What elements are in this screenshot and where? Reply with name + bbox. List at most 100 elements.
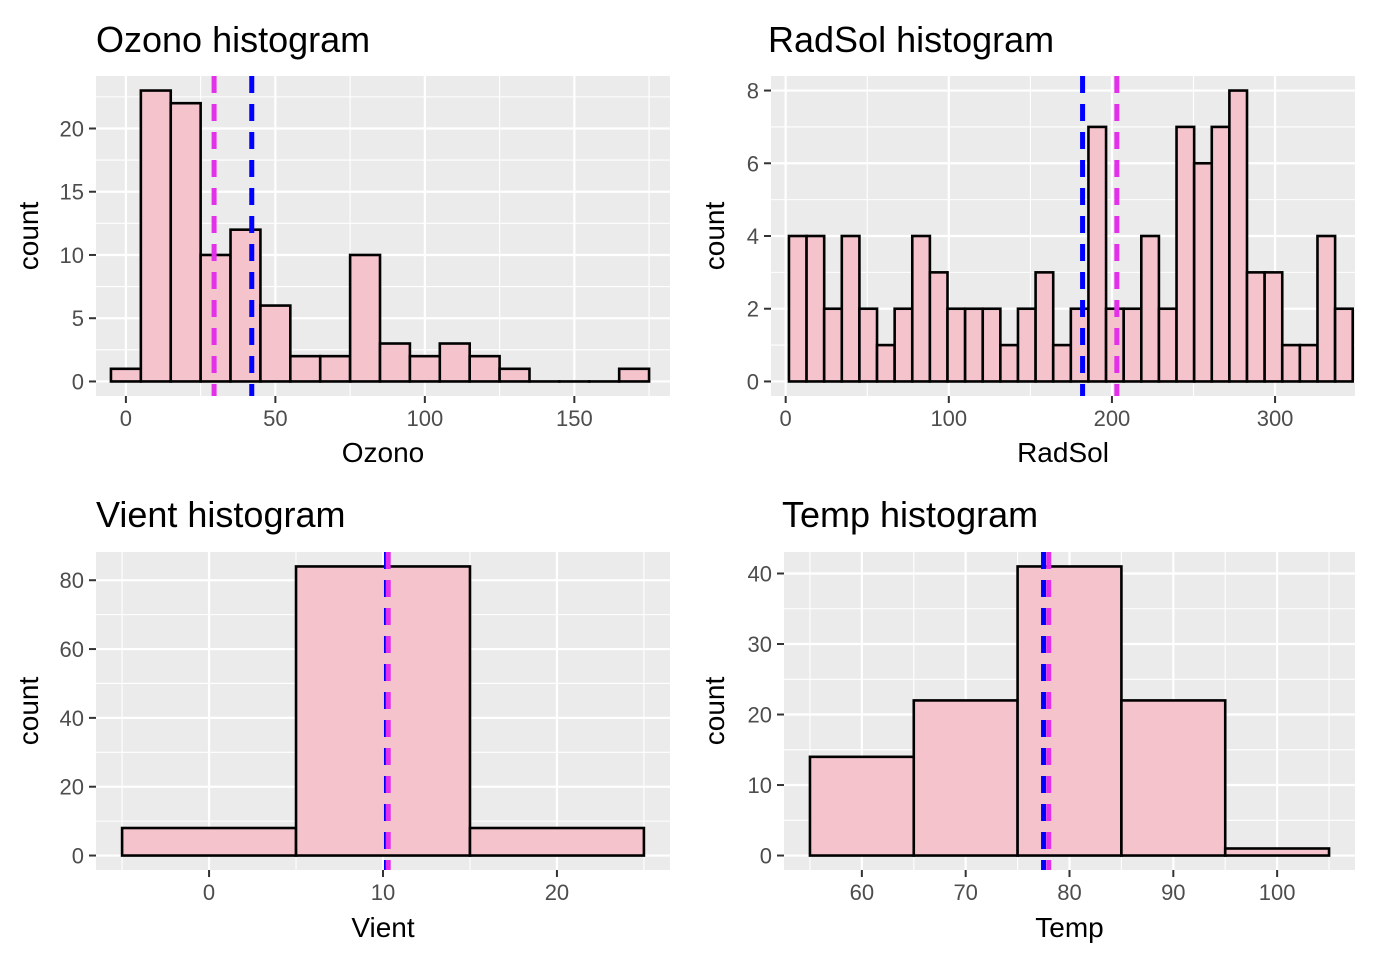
- ozono-bar-12: [468, 354, 501, 383]
- radsol-bar-17: [1087, 125, 1108, 383]
- ozono-bar-9: [378, 342, 412, 383]
- temp-bar-3: [1120, 699, 1227, 857]
- y-tick-label: 60: [60, 637, 84, 662]
- temp-histogram-panel: 60 70 80 90 100 0 10 20 30 40 Temp histogram Temp co…: [699, 494, 1355, 943]
- radsol-bar-7: [910, 234, 932, 383]
- radsol-bar-20: [1140, 234, 1161, 383]
- radsol-bar-1: [805, 234, 826, 383]
- x-tick-label: 100: [1259, 880, 1296, 905]
- radsol-bar-14: [1034, 271, 1055, 383]
- x-tick-label: 50: [263, 406, 287, 431]
- temp-bar-2: [1016, 565, 1123, 857]
- y-tick-label: 20: [60, 116, 84, 141]
- radsol-bar-15: [1051, 343, 1073, 383]
- ozono-bar-10: [408, 354, 442, 383]
- radsol-bar-30: [1316, 234, 1337, 383]
- radsol-bar-26: [1245, 271, 1266, 383]
- ozono-chart-title: Ozono histogram: [96, 19, 370, 60]
- radsol-chart-title: RadSol histogram: [768, 19, 1054, 60]
- radsol-bar-13: [1016, 307, 1037, 383]
- ozono-bar-7: [318, 354, 352, 383]
- y-tick-label: 10: [748, 773, 772, 798]
- temp-y-axis-title: count: [699, 677, 730, 746]
- x-tick-label: 70: [953, 880, 977, 905]
- y-tick-label: 80: [60, 568, 84, 593]
- y-tick-label: 0: [72, 844, 84, 869]
- x-tick-label: 100: [930, 406, 967, 431]
- temp-x-axis-title: Temp: [1035, 912, 1103, 943]
- vient-bar-0: [120, 826, 298, 857]
- x-tick-label: 60: [850, 880, 874, 905]
- radsol-bar-27: [1263, 271, 1284, 383]
- radsol-bar-28: [1280, 343, 1302, 383]
- ozono-bar-13: [498, 367, 531, 383]
- y-tick-label: 4: [747, 224, 759, 249]
- radsol-bar-8: [928, 271, 949, 383]
- y-tick-label: 30: [748, 632, 772, 657]
- x-tick-label: 0: [120, 406, 132, 431]
- ozono-bar-17: [617, 367, 651, 383]
- radsol-x-axis-title: RadSol: [1017, 437, 1109, 468]
- y-tick-label: 2: [747, 297, 759, 322]
- radsol-bar-0: [787, 234, 808, 383]
- ozono-x-axis-title: Ozono: [342, 437, 425, 468]
- x-tick-label: 20: [545, 880, 569, 905]
- ozono-bar-4: [229, 228, 262, 383]
- radsol-bar-24: [1210, 125, 1231, 383]
- ozono-bar-8: [348, 253, 382, 383]
- x-tick-label: 200: [1094, 406, 1131, 431]
- ozono-bar-0: [109, 367, 143, 383]
- y-tick-label: 40: [60, 706, 84, 731]
- y-tick-label: 10: [60, 243, 84, 268]
- radsol-bar-6: [893, 307, 914, 383]
- ozono-bar-5: [259, 304, 292, 383]
- y-tick-label: 0: [72, 369, 84, 394]
- radsol-bar-11: [981, 307, 1002, 383]
- y-tick-label: 40: [748, 562, 772, 587]
- x-tick-label: 0: [203, 880, 215, 905]
- x-tick-label: 150: [556, 406, 593, 431]
- temp-bar-0: [808, 755, 916, 857]
- radsol-y-axis-title: count: [699, 202, 730, 271]
- ozono-y-axis-title: count: [13, 202, 44, 271]
- radsol-bar-21: [1157, 307, 1178, 383]
- vient-bar-1: [294, 565, 472, 857]
- radsol-bar-4: [858, 307, 879, 383]
- radsol-bar-16: [1069, 307, 1090, 383]
- radsol-bar-29: [1298, 343, 1319, 383]
- radsol-bar-9: [946, 307, 967, 383]
- y-tick-label: 20: [748, 703, 772, 728]
- vient-y-axis-title: count: [13, 677, 44, 746]
- radsol-bar-2: [822, 307, 844, 383]
- ozono-bar-2: [169, 101, 202, 383]
- x-tick-label: 0: [780, 406, 792, 431]
- x-tick-label: 80: [1057, 880, 1081, 905]
- ozono-histogram-panel: 0 50 100 150 0 5 10 15 20 Ozono histogram Ozono cou…: [13, 19, 670, 468]
- radsol-bar-3: [840, 234, 861, 383]
- y-tick-label: 5: [72, 306, 84, 331]
- y-tick-label: 6: [747, 151, 759, 176]
- temp-chart-title: Temp histogram: [782, 494, 1038, 535]
- x-tick-label: 90: [1161, 880, 1185, 905]
- temp-bar-4: [1223, 847, 1331, 857]
- ozono-bar-11: [438, 342, 471, 383]
- radsol-bar-12: [999, 343, 1020, 383]
- ozono-bar-6: [289, 354, 322, 383]
- vient-x-axis-title: Vient: [351, 912, 415, 943]
- y-tick-label: 0: [760, 844, 772, 869]
- vient-histogram-panel: 0 10 20 0 20 40 60 80 Vient histogram Vient count: [13, 494, 670, 943]
- radsol-bar-31: [1333, 307, 1355, 383]
- vient-chart-title: Vient histogram: [96, 494, 345, 535]
- ozono-bar-1: [139, 89, 173, 383]
- radsol-histogram-panel: 0 100 200 300 0 2 4 6 8 RadSol histogram RadSol cou…: [699, 19, 1355, 468]
- temp-bar-1: [912, 699, 1019, 857]
- radsol-bar-25: [1228, 89, 1249, 383]
- x-tick-label: 300: [1257, 406, 1294, 431]
- radsol-bar-10: [963, 307, 985, 383]
- radsol-bar-23: [1192, 161, 1214, 383]
- radsol-bar-19: [1122, 307, 1143, 383]
- vient-bar-2: [468, 826, 646, 857]
- radsol-bar-5: [875, 343, 896, 383]
- y-tick-label: 8: [747, 79, 759, 104]
